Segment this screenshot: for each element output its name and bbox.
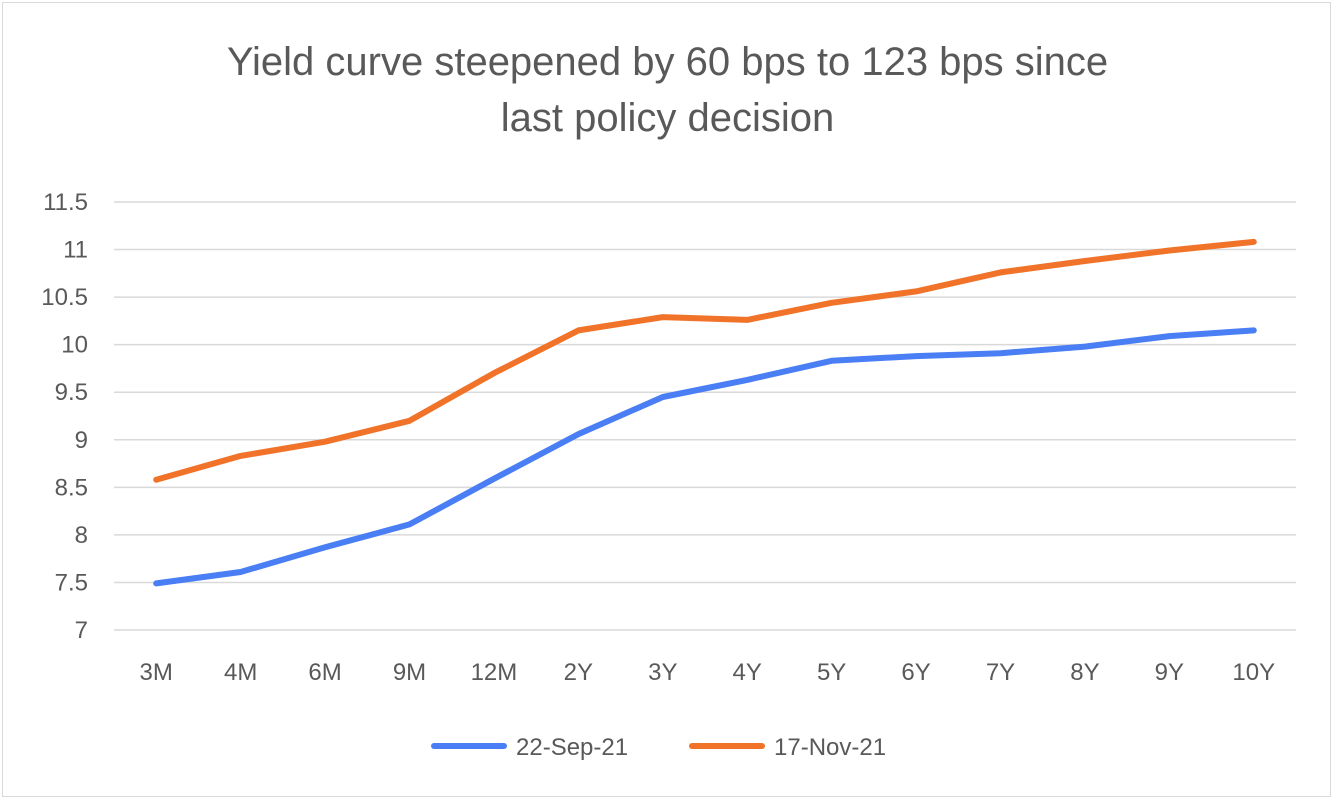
y-axis-ticks: 11.5 11 10.5 10 9.5 9 8.5 8 7.5 7 [41,189,88,644]
y-tick-label: 11 [63,237,88,264]
legend-label: 22-Sep-21 [516,734,628,761]
series-lines [153,238,1257,587]
x-tick-label: 5Y [817,659,846,686]
x-tick-label: 8Y [1070,659,1099,686]
y-tick-label: 10 [61,332,88,359]
gridlines [114,201,1296,631]
x-tick-label: 7Y [986,659,1015,686]
x-tick-label: 4Y [733,659,762,686]
y-tick-label: 9.5 [55,379,88,406]
y-tick-label: 8 [75,522,88,549]
chart-title-line-1: Yield curve steepened by 60 bps to 123 b… [226,40,1109,84]
y-tick-label: 8.5 [55,474,88,501]
x-tick-label: 9M [393,659,426,686]
x-tick-label: 3M [140,659,173,686]
x-tick-label: 3Y [648,659,677,686]
x-axis-ticks: 3M 4M 6M 9M 12M 2Y 3Y 4Y 5Y 6Y 7Y 8Y 9Y 10Y [140,659,1276,686]
x-tick-label: 12M [471,659,518,686]
legend-label: 17-Nov-21 [774,734,886,761]
x-tick-label: 6Y [901,659,930,686]
series-line-1 [153,327,1257,587]
series-line-2 [153,238,1257,483]
x-tick-label: 6M [308,659,341,686]
x-tick-label: 10Y [1232,659,1275,686]
y-tick-label: 7.5 [55,569,88,596]
chart-title-line-2: last policy decision [500,96,835,140]
x-tick-label: 9Y [1155,659,1184,686]
chart-title: Yield curve steepened by 60 bps to 123 b… [0,34,1335,146]
y-tick-label: 9 [75,427,88,454]
y-tick-label: 7 [75,617,88,644]
x-tick-label: 4M [224,659,257,686]
legend: 22-Sep-21 17-Nov-21 [431,734,886,761]
y-tick-label: 11.5 [43,189,88,216]
x-tick-label: 2Y [564,659,593,686]
y-tick-label: 10.5 [41,284,88,311]
